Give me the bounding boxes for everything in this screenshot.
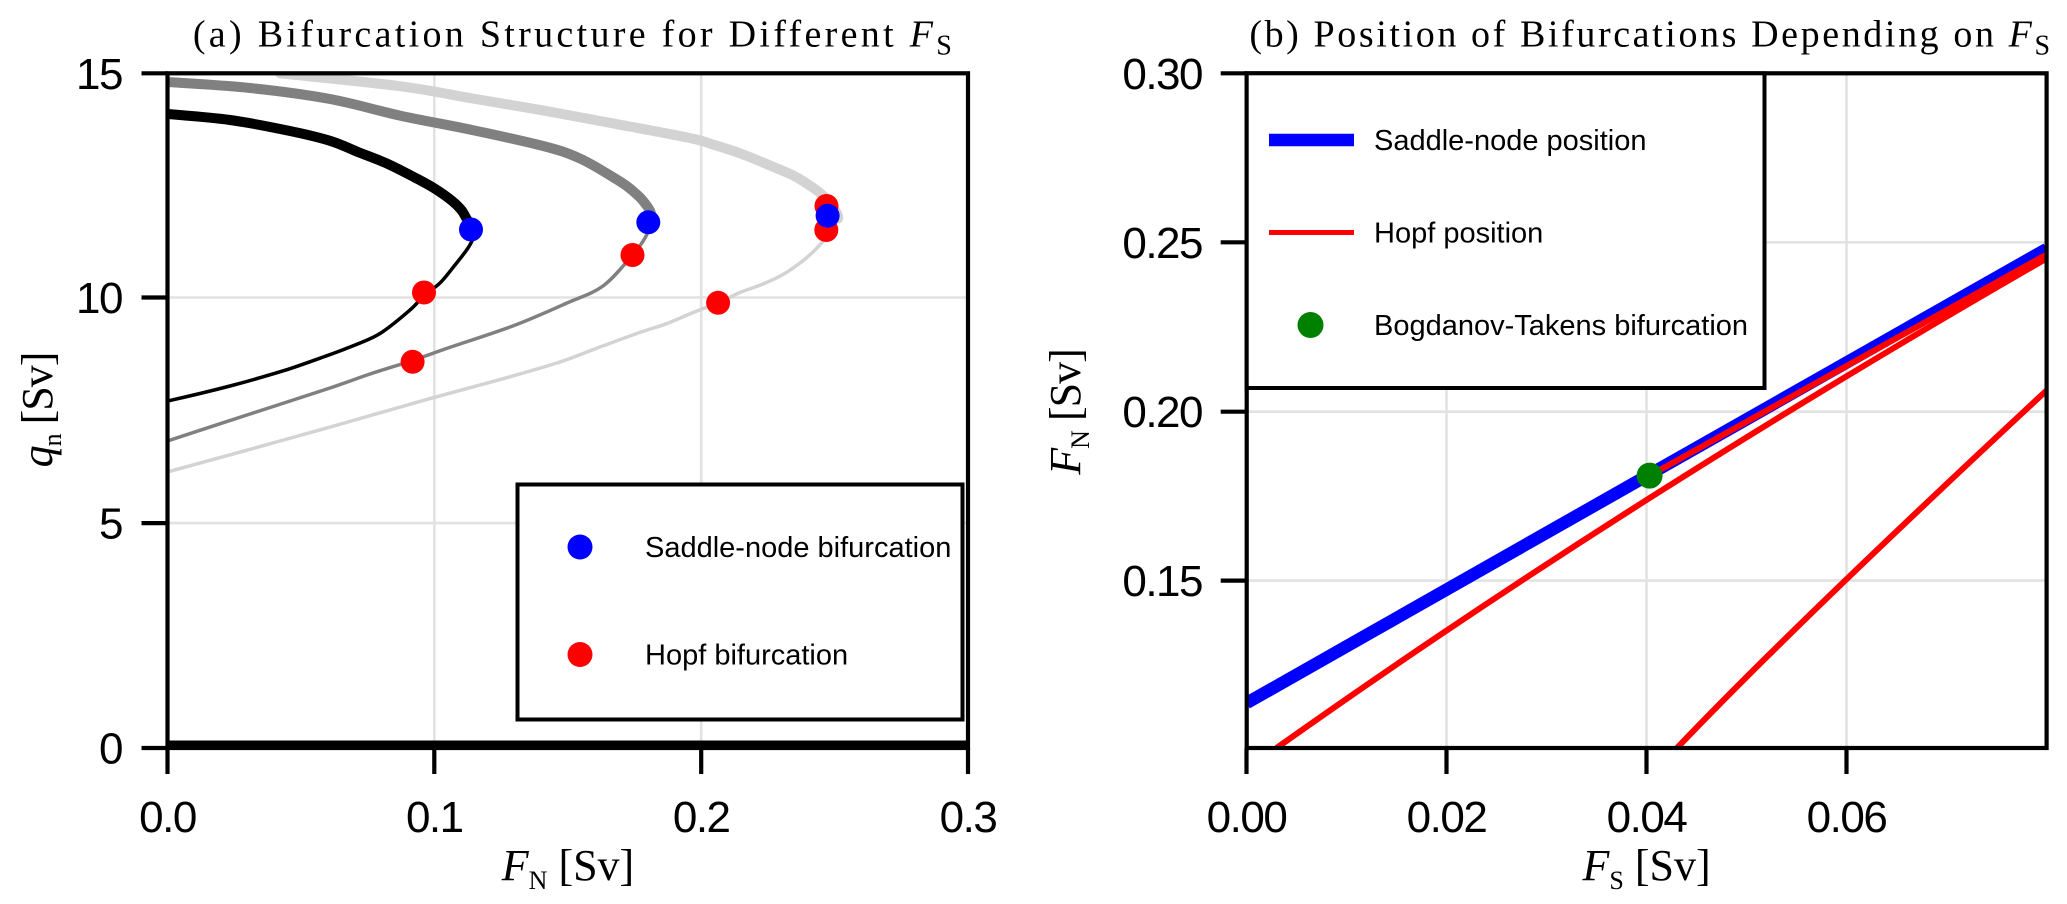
svg-text:0.15: 0.15 bbox=[1122, 557, 1202, 606]
svg-text:0.06: 0.06 bbox=[1807, 793, 1887, 842]
svg-text:0.00: 0.00 bbox=[1207, 793, 1287, 842]
svg-text:(b) Position of Bifurcations D: (b) Position of Bifurcations Depending o… bbox=[1249, 14, 2052, 62]
svg-text:FN [Sv]: FN [Sv] bbox=[501, 841, 634, 895]
svg-text:0.30: 0.30 bbox=[1122, 50, 1202, 99]
svg-text:Hopf bifurcation: Hopf bifurcation bbox=[645, 640, 848, 672]
svg-text:qn [Sv]: qn [Sv] bbox=[13, 353, 67, 468]
svg-text:Saddle-node bifurcation: Saddle-node bifurcation bbox=[645, 532, 951, 564]
svg-text:0.20: 0.20 bbox=[1122, 388, 1202, 437]
svg-text:Saddle-node position: Saddle-node position bbox=[1374, 125, 1646, 157]
svg-text:0.3: 0.3 bbox=[940, 793, 997, 842]
svg-text:5: 5 bbox=[99, 500, 122, 549]
svg-text:0.02: 0.02 bbox=[1407, 793, 1487, 842]
svg-text:0.04: 0.04 bbox=[1607, 793, 1688, 842]
svg-text:Bogdanov-Takens bifurcation: Bogdanov-Takens bifurcation bbox=[1374, 310, 1748, 342]
svg-text:15: 15 bbox=[76, 50, 122, 99]
svg-text:0.2: 0.2 bbox=[673, 793, 730, 842]
svg-text:Hopf position: Hopf position bbox=[1374, 218, 1543, 250]
svg-text:0.0: 0.0 bbox=[139, 793, 196, 842]
svg-text:0.1: 0.1 bbox=[406, 793, 463, 842]
svg-text:0: 0 bbox=[99, 725, 122, 774]
svg-text:0.25: 0.25 bbox=[1122, 219, 1202, 268]
svg-text:10: 10 bbox=[76, 274, 122, 323]
svg-text:(a) Bifurcation Structure for: (a) Bifurcation Structure for Different … bbox=[193, 14, 955, 62]
svg-text:FS [Sv]: FS [Sv] bbox=[1582, 841, 1711, 895]
svg-text:FN [Sv]: FN [Sv] bbox=[1041, 349, 1095, 475]
